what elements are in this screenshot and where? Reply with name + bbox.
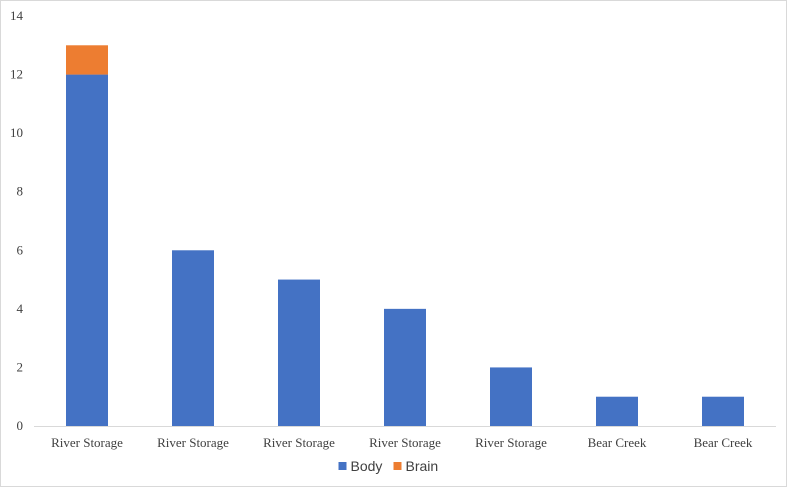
y-tick-label: 12 bbox=[10, 67, 23, 82]
bar-body-7 bbox=[702, 396, 744, 426]
bar-body-5 bbox=[490, 367, 532, 426]
y-tick-label: 4 bbox=[17, 301, 24, 316]
x-category-label: Bear Creek bbox=[588, 435, 647, 450]
bar-body-1 bbox=[66, 74, 108, 427]
y-axis-ticks: 0 2 4 6 8 10 12 14 bbox=[10, 8, 24, 433]
legend-label-body: Body bbox=[351, 458, 383, 474]
x-category-label: River Storage bbox=[157, 435, 229, 450]
y-tick-label: 10 bbox=[10, 125, 23, 140]
legend: Body Brain bbox=[338, 458, 439, 474]
legend-swatch-brain bbox=[393, 462, 402, 470]
bar-body-4 bbox=[384, 308, 426, 426]
x-category-label: Bear Creek bbox=[694, 435, 753, 450]
x-category-label: River Storage bbox=[51, 435, 123, 450]
legend-label-brain: Brain bbox=[406, 458, 439, 474]
x-category-label: River Storage bbox=[263, 435, 335, 450]
y-tick-label: 6 bbox=[17, 242, 24, 257]
x-category-label: River Storage bbox=[369, 435, 441, 450]
bar-body-3 bbox=[278, 279, 320, 426]
x-category-label: River Storage bbox=[475, 435, 547, 450]
y-tick-label: 2 bbox=[17, 359, 24, 374]
legend-swatch-body bbox=[338, 462, 347, 470]
bar-body-2 bbox=[172, 250, 214, 426]
bar-brain-1 bbox=[66, 45, 108, 75]
y-tick-label: 14 bbox=[10, 8, 24, 23]
x-axis-labels: River Storage River Storage River Storage R… bbox=[51, 435, 753, 450]
y-tick-label: 8 bbox=[17, 184, 24, 199]
bars bbox=[66, 45, 744, 427]
bar-body-6 bbox=[596, 396, 638, 426]
y-tick-label: 0 bbox=[17, 418, 24, 433]
